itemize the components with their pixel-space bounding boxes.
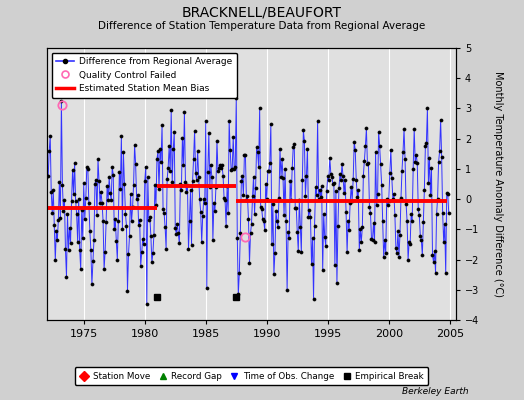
Text: Difference of Station Temperature Data from Regional Average: Difference of Station Temperature Data f… xyxy=(99,21,425,31)
Y-axis label: Monthly Temperature Anomaly Difference (°C): Monthly Temperature Anomaly Difference (… xyxy=(493,71,503,297)
Legend: Station Move, Record Gap, Time of Obs. Change, Empirical Break: Station Move, Record Gap, Time of Obs. C… xyxy=(74,367,429,385)
Text: Berkeley Earth: Berkeley Earth xyxy=(402,387,469,396)
Text: BRACKNELL/BEAUFORT: BRACKNELL/BEAUFORT xyxy=(182,6,342,20)
